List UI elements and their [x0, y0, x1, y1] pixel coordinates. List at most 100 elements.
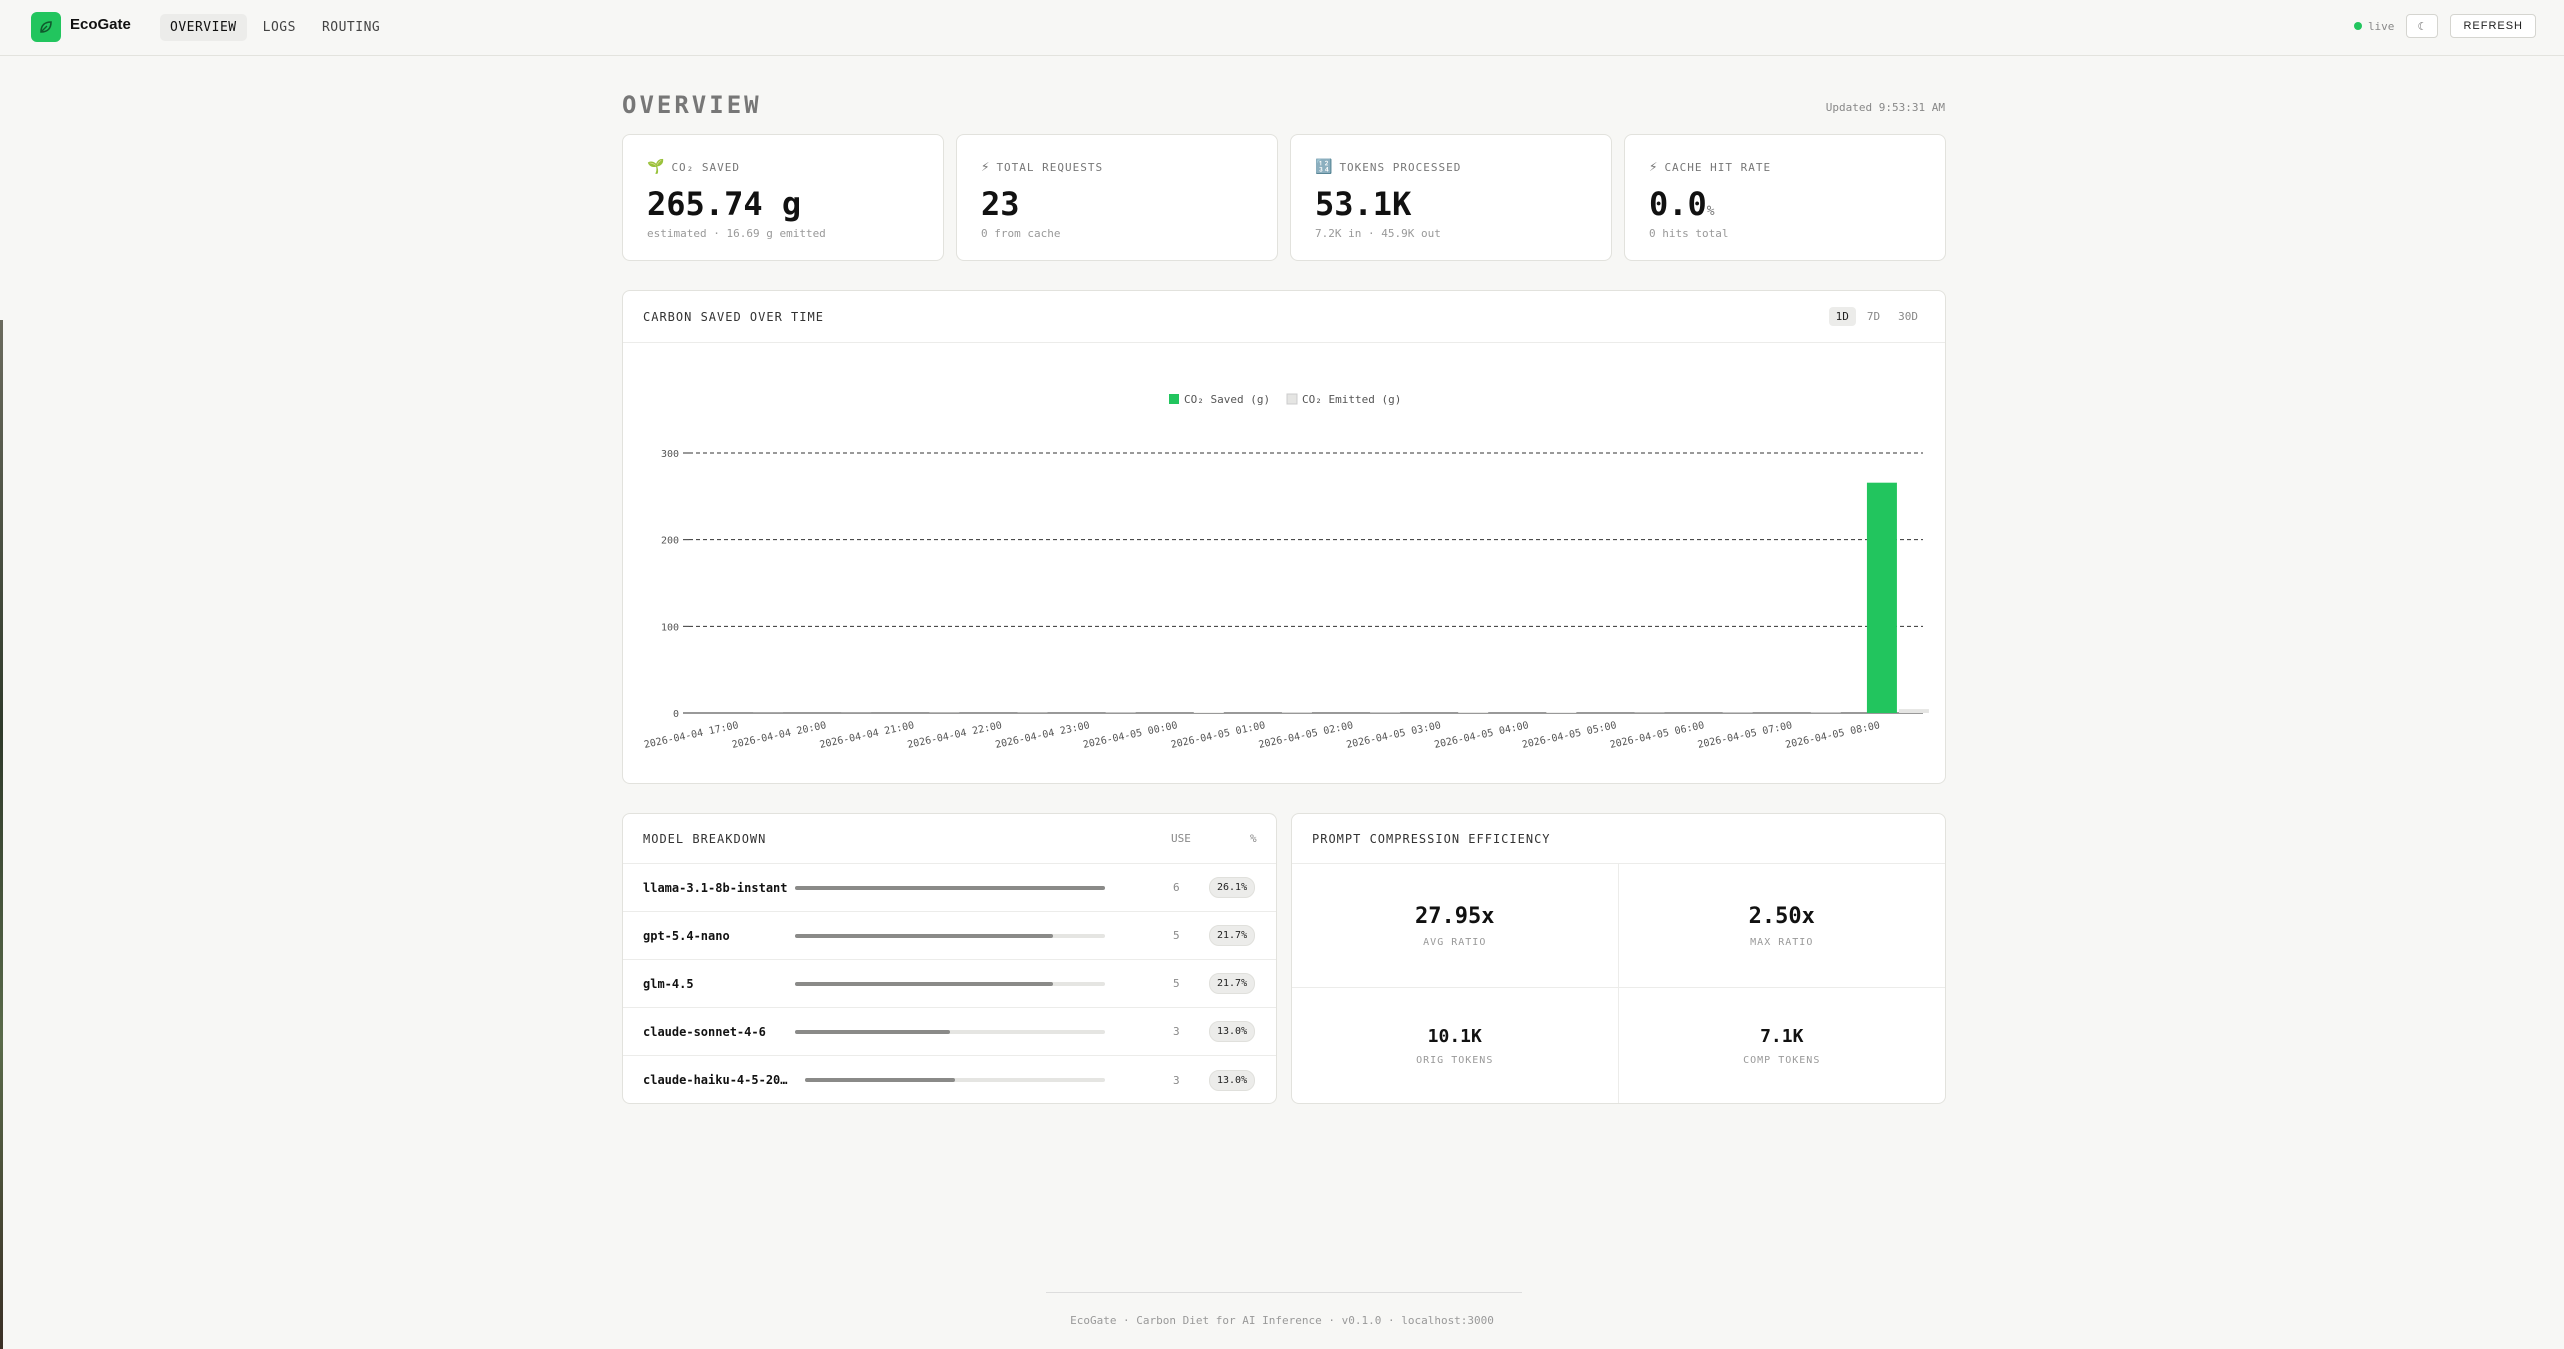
app-logo[interactable]	[31, 12, 61, 42]
compression-title: PROMPT COMPRESSION EFFICIENCY	[1312, 831, 1551, 846]
stat-subtext: 7.2K in · 45.9K out	[1315, 227, 1441, 240]
model-name: gpt-5.4-nano	[643, 928, 730, 943]
model-row: claude-haiku-4-5-2025… 3 13.0%	[623, 1056, 1276, 1104]
avg-ratio-label: AVG RATIO	[1423, 936, 1487, 948]
stat-label: CO₂ SAVED	[671, 160, 741, 174]
carbon-bar-chart: 0 100 200 300 CO₂ Saved (g) CO₂ Emitted (g) 20…	[643, 393, 1929, 751]
usage-bar-fill	[795, 981, 1054, 986]
nav-logs[interactable]: LOGS	[262, 20, 296, 35]
x-tick-label: 2026-04-05 08:00	[1785, 720, 1882, 751]
page-title: OVERVIEW	[622, 91, 762, 119]
bar-co2-emitted	[1898, 709, 1929, 713]
leaf-icon	[40, 21, 52, 33]
compression-header: PROMPT COMPRESSION EFFICIENCY	[1292, 814, 1945, 864]
live-indicator: live	[2353, 19, 2395, 33]
model-use-count: 6	[1173, 881, 1180, 894]
range-tab-30d[interactable]: 30D	[1898, 310, 1918, 323]
x-tick-label: 2026-04-05 04:00	[1433, 720, 1530, 751]
model-list: llama-3.1-8b-instant 6 26.1% gpt-5.4-nano 5 2…	[623, 864, 1276, 1104]
refresh-button[interactable]: REFRESH	[2450, 14, 2536, 38]
x-tick-label: 2026-04-04 21:00	[819, 720, 916, 751]
range-tab-1d[interactable]: 1D	[1828, 307, 1856, 326]
orig-tokens-cell: 10.1K ORIG TOKENS	[1292, 988, 1619, 1103]
stat-card-total-requests: ⚡ TOTAL REQUESTS 23 0 from cache	[956, 134, 1278, 261]
model-name: claude-haiku-4-5-2025…	[643, 1073, 793, 1087]
model-percent-badge: 13.0%	[1209, 1069, 1256, 1091]
model-row: gpt-5.4-nano 5 21.7%	[623, 912, 1276, 960]
model-name: glm-4.5	[643, 976, 694, 991]
range-tab-7d[interactable]: 7D	[1866, 310, 1881, 323]
numbers-icon: 🔢	[1315, 159, 1334, 175]
model-name: llama-3.1-8b-instant	[643, 880, 788, 895]
bar-co2-emitted	[1193, 712, 1224, 713]
app-name: EcoGate	[70, 16, 131, 33]
x-tick-label: 2026-04-04 17:00	[643, 720, 740, 751]
legend-swatch	[1286, 393, 1298, 405]
legend-label: CO₂ Saved (g)	[1184, 393, 1270, 406]
nav-overview[interactable]: OVERVIEW	[160, 14, 247, 41]
model-name: claude-sonnet-4-6	[643, 1024, 766, 1039]
bar-co2-emitted	[1546, 712, 1577, 713]
usage-bar-fill	[805, 1078, 955, 1082]
usage-bar-track	[795, 981, 1105, 986]
x-tick-label: 2026-04-05 07:00	[1697, 720, 1794, 751]
model-use-count: 5	[1173, 929, 1180, 942]
x-tick-label: 2026-04-05 00:00	[1082, 720, 1179, 751]
x-tick-label: 2026-04-05 03:00	[1346, 720, 1443, 751]
model-percent-badge: 21.7%	[1209, 973, 1256, 994]
y-tick-label: 0	[673, 709, 679, 720]
model-row: glm-4.5 5 21.7%	[623, 960, 1276, 1008]
legend-swatch	[1169, 394, 1179, 404]
stat-unit: %	[1706, 204, 1715, 219]
orig-tokens-label: ORIG TOKENS	[1416, 1054, 1494, 1066]
y-tick-label: 300	[661, 449, 679, 460]
model-use-count: 3	[1173, 1025, 1180, 1038]
model-use-count: 3	[1173, 1073, 1180, 1087]
model-breakdown-header: MODEL BREAKDOWN USE %	[623, 814, 1276, 864]
max-ratio-label: MAX RATIO	[1750, 936, 1814, 948]
model-percent-badge: 21.7%	[1209, 925, 1256, 946]
x-tick-label: 2026-04-04 20:00	[731, 720, 828, 751]
stat-label: TOKENS PROCESSED	[1339, 160, 1462, 174]
stat-subtext: 0 hits total	[1649, 227, 1729, 240]
top-bar: EcoGate OVERVIEW LOGS ROUTING live ☾ REF…	[0, 0, 2564, 56]
stat-label: TOTAL REQUESTS	[996, 160, 1104, 174]
model-breakdown-title: MODEL BREAKDOWN	[643, 831, 767, 846]
x-tick-label: 2026-04-05 06:00	[1609, 720, 1706, 751]
carbon-chart-card: CARBON SAVED OVER TIME 1D 7D 30D 0 100 200…	[622, 290, 1946, 784]
usage-bar-track	[795, 933, 1105, 938]
window-edge	[0, 320, 3, 1349]
live-dot-icon	[2353, 22, 2362, 30]
chart-section-title: CARBON SAVED OVER TIME	[643, 309, 824, 324]
moon-icon: ☾	[2417, 20, 2428, 33]
footer-text: EcoGate · Carbon Diet for AI Inference ·…	[1070, 1314, 1494, 1327]
seedling-icon: 🌱	[647, 159, 666, 175]
model-row: claude-sonnet-4-6 3 13.0%	[623, 1008, 1276, 1056]
x-tick-label: 2026-04-05 02:00	[1258, 720, 1355, 751]
comp-tokens-value: 7.1K	[1760, 1025, 1804, 1047]
comp-tokens-label: COMP TOKENS	[1743, 1054, 1821, 1066]
compression-card: PROMPT COMPRESSION EFFICIENCY 27.95x AVG…	[1291, 813, 1946, 1104]
max-ratio-value: 2.50x	[1748, 903, 1815, 929]
usage-bar-fill	[795, 933, 1054, 938]
range-tabs: 1D 7D 30D	[1828, 307, 1925, 326]
legend-label: CO₂ Emitted (g)	[1302, 393, 1401, 406]
bar-co2-saved	[1866, 482, 1897, 713]
stat-subtext: estimated · 16.69 g emitted	[647, 227, 826, 240]
model-row: llama-3.1-8b-instant 6 26.1%	[623, 864, 1276, 912]
comp-tokens-cell: 7.1K COMP TOKENS	[1619, 988, 1946, 1103]
live-label: live	[2367, 19, 2395, 33]
stat-value: 23	[981, 185, 1020, 223]
stat-card-co2-saved: 🌱 CO₂ SAVED 265.74 g estimated · 16.69 g …	[622, 134, 944, 261]
stat-card-cache-hit-rate: ⚡ CACHE HIT RATE 0.0% 0 hits total	[1624, 134, 1946, 261]
avg-ratio-cell: 27.95x AVG RATIO	[1292, 864, 1619, 988]
x-tick-label: 2026-04-04 23:00	[994, 720, 1091, 751]
nav-routing[interactable]: ROUTING	[321, 20, 381, 35]
theme-toggle-button[interactable]: ☾	[2406, 14, 2439, 38]
model-use-count: 5	[1173, 977, 1180, 990]
model-percent-badge: 26.1%	[1209, 877, 1256, 898]
stat-value: 265.74 g	[647, 185, 802, 223]
y-tick-label: 200	[661, 536, 679, 547]
usage-bar-track	[795, 885, 1105, 890]
usage-bar-track	[805, 1078, 1105, 1082]
